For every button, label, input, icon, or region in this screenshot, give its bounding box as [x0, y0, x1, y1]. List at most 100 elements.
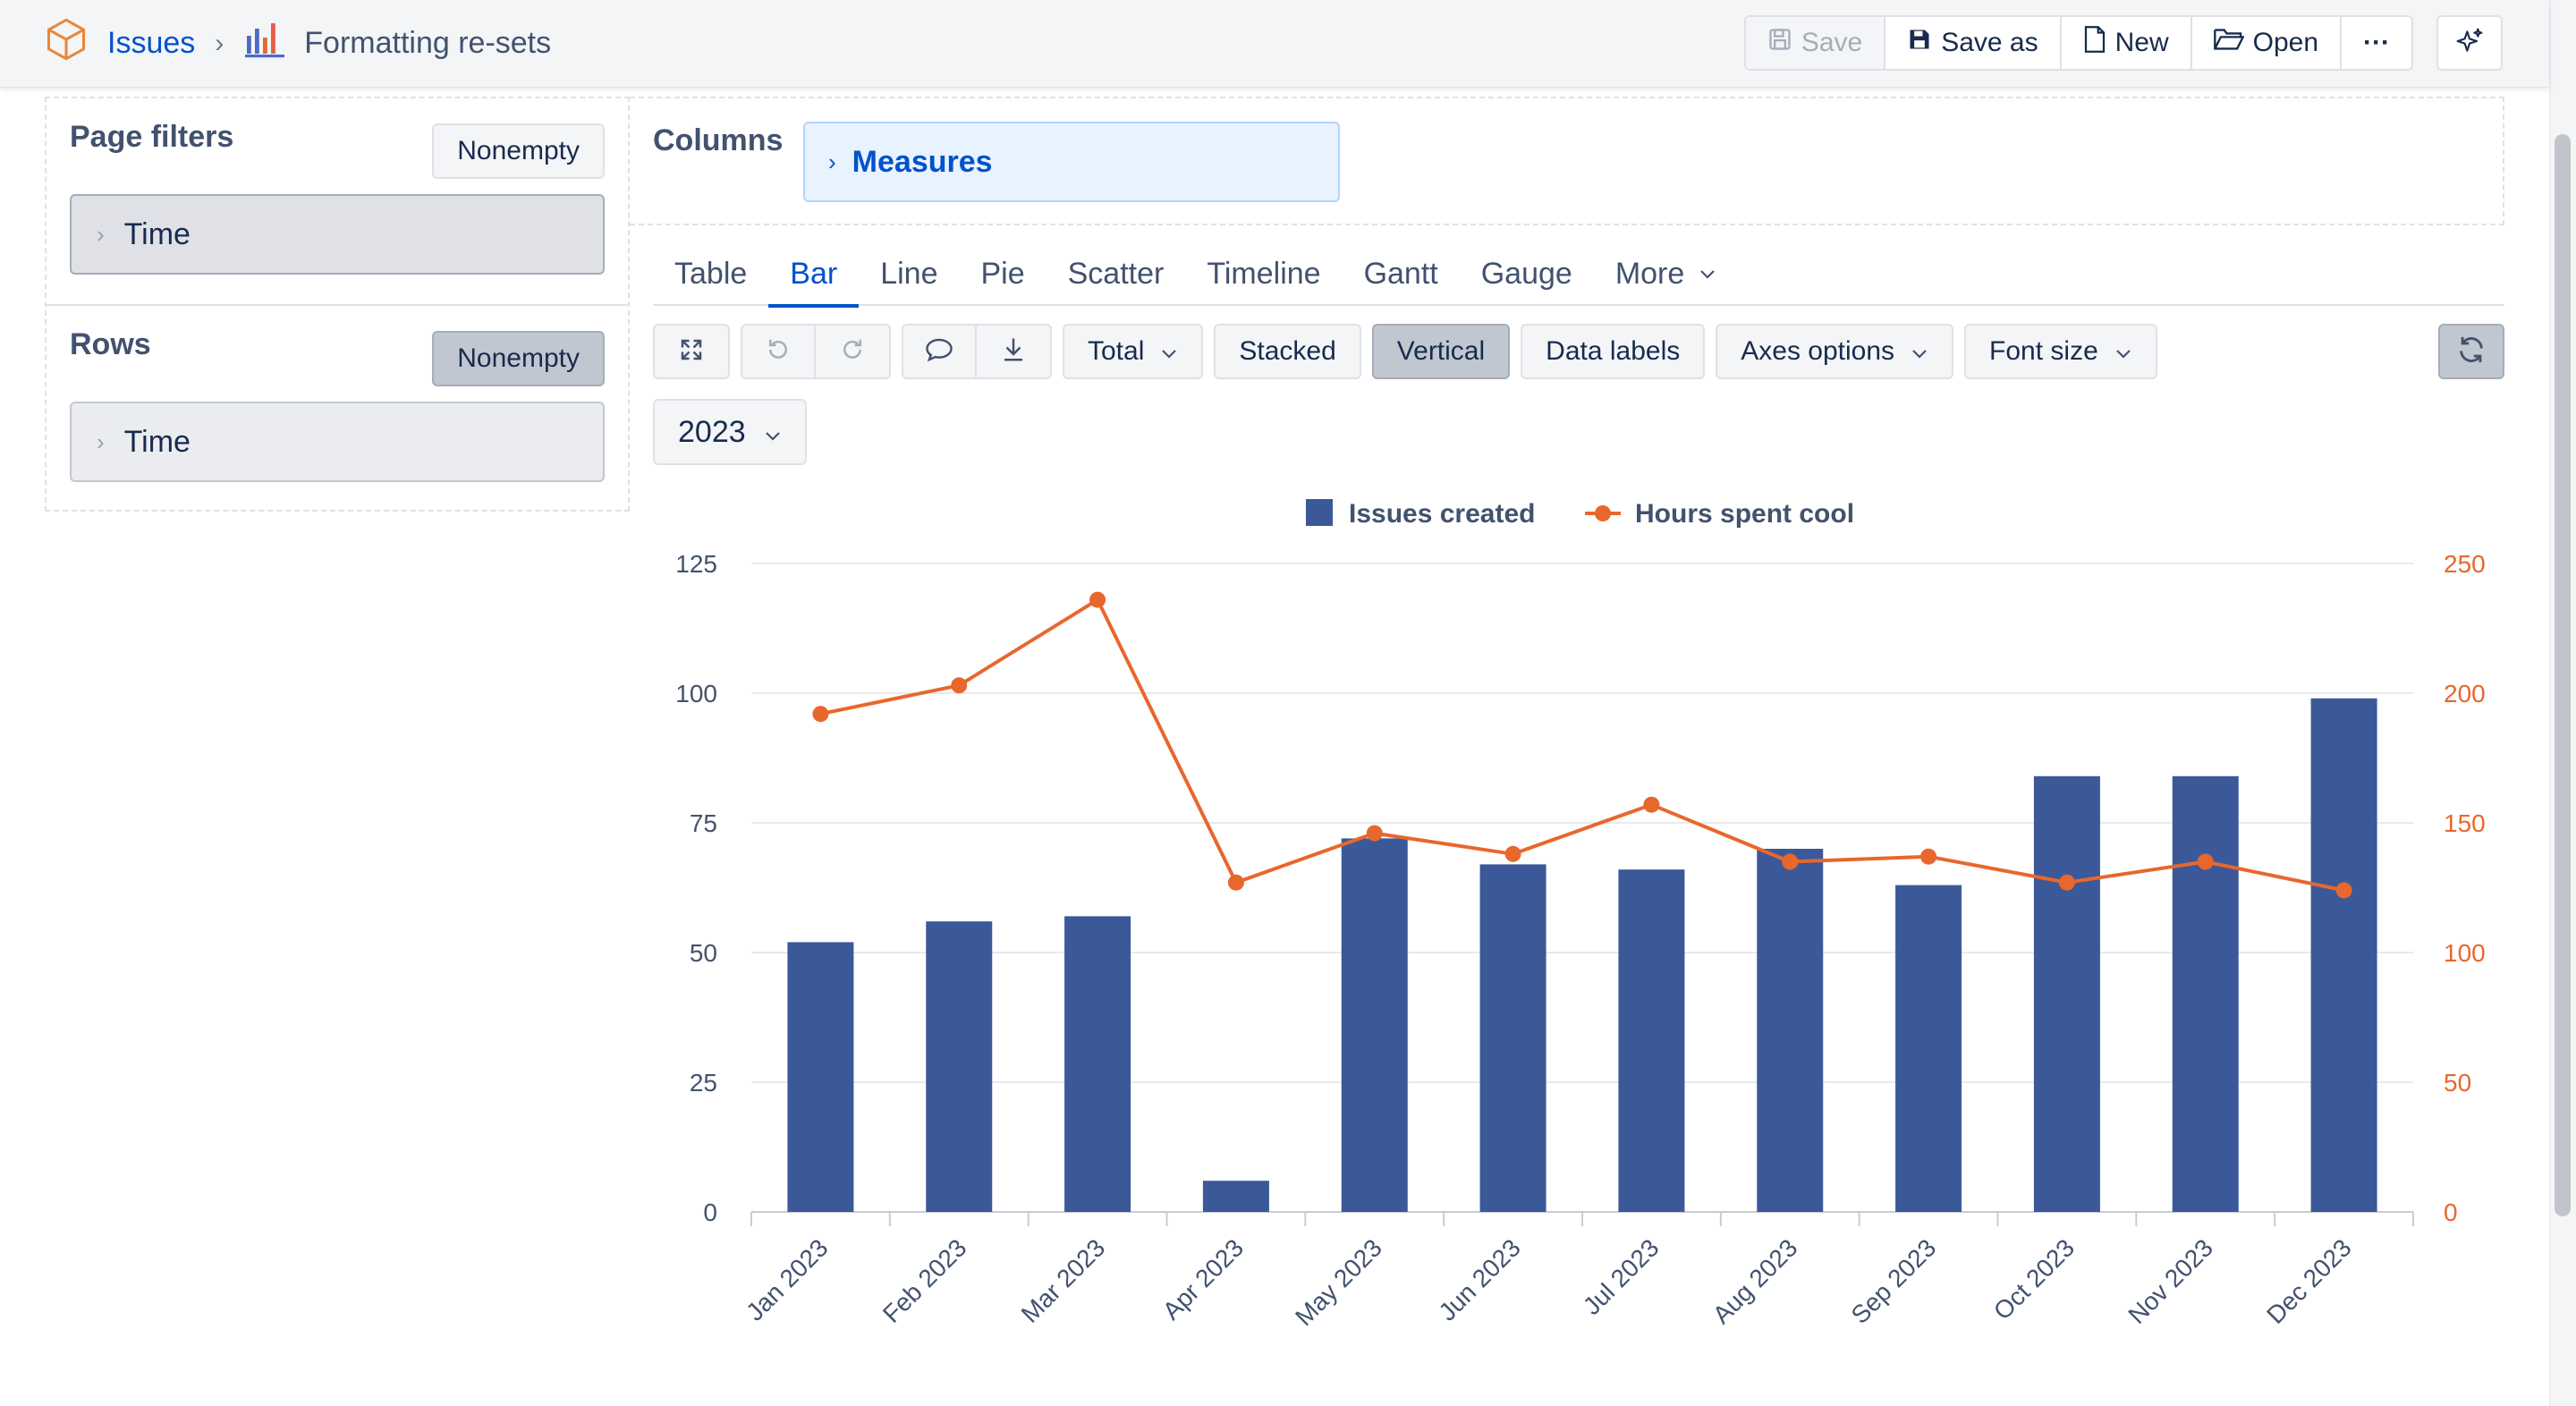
ai-assistant-button[interactable]	[2436, 15, 2503, 71]
bar[interactable]	[787, 942, 854, 1212]
line-point[interactable]	[1366, 825, 1383, 842]
bar[interactable]	[926, 921, 993, 1212]
save-button[interactable]: Save	[1745, 17, 1886, 69]
chart-type-tabs: Table Bar Line Pie Scatter Timeline Gant…	[653, 241, 2504, 308]
font-size-dropdown[interactable]: Font size	[1964, 324, 2157, 379]
total-dropdown[interactable]: Total	[1063, 324, 1204, 379]
y-right-tick-label: 150	[2444, 809, 2486, 837]
tab-bar[interactable]: Bar	[768, 241, 860, 308]
bar[interactable]	[2310, 698, 2377, 1212]
x-tick-label: Dec 2023	[2261, 1233, 2357, 1329]
line-point[interactable]	[951, 677, 968, 694]
top-header: Issues › Formatting re-sets Save	[0, 0, 2549, 88]
chevron-right-icon: ›	[215, 28, 225, 58]
bar[interactable]	[1064, 916, 1131, 1212]
legend-label-issues-created[interactable]: Issues created	[1349, 499, 1535, 529]
axes-options-dropdown[interactable]: Axes options	[1716, 324, 1954, 379]
line-point[interactable]	[2197, 853, 2214, 870]
history-group	[741, 324, 891, 379]
page-filters-nonempty-toggle[interactable]: Nonempty	[432, 123, 605, 179]
tab-gauge[interactable]: Gauge	[1480, 256, 1572, 291]
y-left-tick-label: 75	[690, 809, 717, 837]
breadcrumb: Issues › Formatting re-sets	[43, 16, 551, 71]
stacked-toggle[interactable]: Stacked	[1214, 324, 1361, 379]
save-icon	[1767, 27, 1792, 59]
x-tick-label: Jan 2023	[741, 1233, 833, 1326]
redo-icon	[839, 336, 866, 368]
line-point[interactable]	[1643, 796, 1660, 813]
refresh-button[interactable]	[2438, 324, 2504, 379]
tab-scatter[interactable]: Scatter	[1067, 256, 1165, 291]
line-point[interactable]	[2335, 882, 2352, 899]
bar[interactable]	[1341, 838, 1408, 1212]
bar[interactable]	[1202, 1181, 1269, 1212]
tab-line[interactable]: Line	[880, 256, 938, 291]
vertical-toggle[interactable]: Vertical	[1371, 324, 1511, 379]
comment-button[interactable]	[903, 326, 977, 377]
dimension-label: Measures	[852, 144, 993, 179]
line-point[interactable]	[2058, 874, 2075, 891]
line-point[interactable]	[812, 706, 829, 723]
scrollbar-thumb[interactable]	[2555, 134, 2571, 1216]
bar[interactable]	[1757, 849, 1824, 1212]
year-page-filter-select[interactable]: 2023	[653, 399, 807, 465]
line-point[interactable]	[1504, 845, 1521, 862]
y-left-tick-label: 0	[703, 1198, 717, 1226]
rows-nonempty-toggle[interactable]: Nonempty	[432, 331, 605, 386]
page-scrollbar[interactable]	[2549, 0, 2576, 1406]
file-actions: Save Save as New Open ···	[1743, 15, 2413, 71]
rows-time-dimension[interactable]: › Time	[70, 402, 605, 482]
open-button[interactable]: Open	[2191, 17, 2343, 69]
rows-section: Rows Nonempty › Time	[47, 306, 628, 504]
fullscreen-group	[653, 324, 730, 379]
columns-title: Columns	[653, 123, 784, 157]
x-tick-label: Aug 2023	[1707, 1233, 1803, 1329]
x-tick-label: Oct 2023	[1988, 1233, 2080, 1325]
bar-chart-icon	[243, 20, 286, 67]
line-point[interactable]	[1227, 874, 1244, 891]
save-as-button[interactable]: Save as	[1885, 17, 2062, 69]
tab-pie[interactable]: Pie	[980, 256, 1025, 291]
refresh-icon	[2456, 335, 2487, 369]
y-right-tick-label: 50	[2444, 1069, 2471, 1097]
line-point[interactable]	[1782, 853, 1799, 870]
bar[interactable]	[1895, 885, 1962, 1212]
redo-button[interactable]	[816, 326, 889, 377]
more-actions-button[interactable]: ···	[2342, 17, 2411, 69]
page-filters-section: Page filters Nonempty › Time	[47, 98, 628, 304]
new-label: New	[2114, 28, 2169, 57]
line-point[interactable]	[1920, 848, 1937, 865]
breadcrumb-issues-link[interactable]: Issues	[107, 26, 196, 60]
new-button[interactable]: New	[2061, 17, 2192, 69]
legend-label-hours-spent[interactable]: Hours spent cool	[1635, 499, 1854, 529]
chevron-right-icon: ›	[97, 220, 105, 248]
open-label: Open	[2252, 28, 2319, 57]
fullscreen-button[interactable]	[655, 326, 728, 377]
y-left-tick-label: 50	[690, 939, 717, 967]
tab-gantt[interactable]: Gantt	[1363, 256, 1438, 291]
data-labels-toggle[interactable]: Data labels	[1521, 324, 1706, 379]
dimension-label: Time	[123, 216, 191, 251]
line-series-hours-spent	[812, 591, 2352, 899]
tab-more[interactable]: More	[1594, 241, 1738, 306]
bar[interactable]	[1479, 864, 1546, 1212]
font-size-label: Font size	[1989, 336, 2098, 366]
layout-panel: Page filters Nonempty › Time Rows Nonemp…	[45, 97, 630, 512]
undo-button[interactable]	[742, 326, 816, 377]
undo-icon	[765, 336, 792, 368]
tab-timeline[interactable]: Timeline	[1207, 256, 1321, 291]
columns-measures-dimension[interactable]: › Measures	[803, 122, 1340, 202]
bar[interactable]	[2033, 775, 2100, 1212]
chart-toolbar: Total Stacked Vertical Data labels Axes …	[653, 324, 2168, 379]
page-filter-time-dimension[interactable]: › Time	[70, 194, 605, 275]
chart-legend: Issues created Hours spent cool	[1306, 499, 1854, 529]
chevron-down-icon	[1911, 336, 1928, 367]
dimension-label: Time	[123, 424, 191, 459]
bar[interactable]	[1618, 869, 1685, 1212]
tab-table[interactable]: Table	[674, 256, 748, 291]
bar[interactable]	[2172, 775, 2239, 1212]
y-right-tick-label: 100	[2444, 939, 2486, 967]
line-point[interactable]	[1089, 591, 1106, 608]
total-label: Total	[1088, 336, 1145, 366]
export-button[interactable]	[977, 326, 1050, 377]
